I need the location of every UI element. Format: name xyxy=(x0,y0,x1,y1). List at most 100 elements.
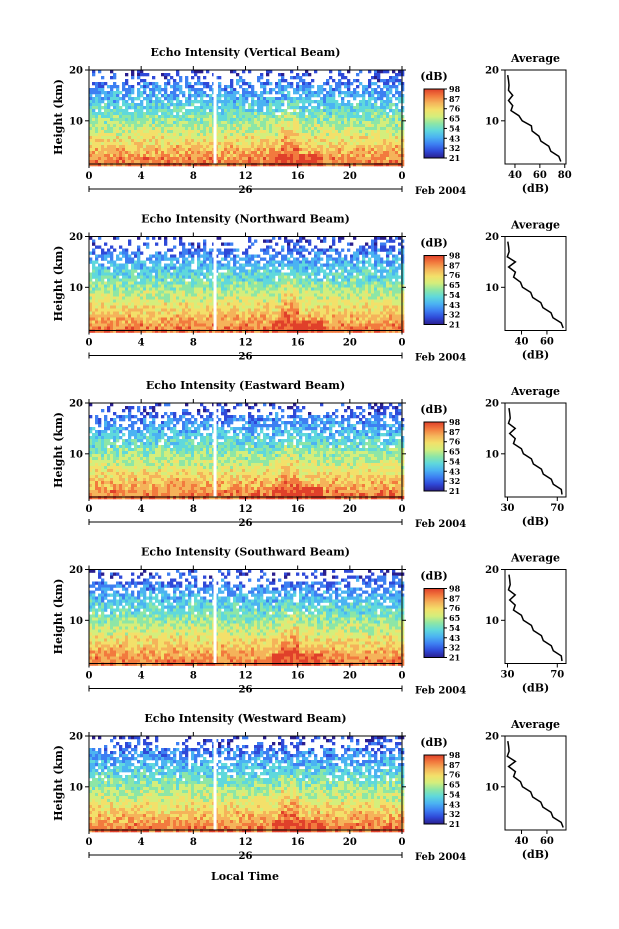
heatmap-cell xyxy=(128,290,132,294)
heatmap-cell xyxy=(185,290,189,294)
heatmap-cell xyxy=(200,266,204,270)
heatmap-cell xyxy=(302,299,306,303)
heatmap-cell xyxy=(362,157,366,161)
heatmap-cell xyxy=(269,311,273,315)
heatmap-cell xyxy=(215,124,219,128)
heatmap-cell xyxy=(218,236,222,240)
heatmap-cell xyxy=(188,290,192,294)
heatmap-cell xyxy=(206,145,210,149)
heatmap-cell xyxy=(173,281,177,285)
heatmap-cell xyxy=(209,302,213,306)
heatmap-cell xyxy=(101,124,105,128)
heatmap-cell xyxy=(233,281,237,285)
heatmap-cell xyxy=(296,278,300,282)
heatmap-cell xyxy=(359,296,363,300)
heatmap-cell xyxy=(257,127,261,131)
heatmap-cell xyxy=(200,296,204,300)
heatmap-cell xyxy=(374,254,378,258)
heatmap-cell xyxy=(299,124,303,128)
heatmap-cell xyxy=(263,299,267,303)
heatmap-cell xyxy=(347,151,351,155)
heatmap-cell xyxy=(257,260,261,264)
heatmap-cell xyxy=(263,160,267,164)
heatmap-cell xyxy=(242,266,246,270)
heatmap-cell xyxy=(131,145,135,149)
heatmap-cell xyxy=(401,278,405,282)
heatmap-cell xyxy=(236,272,240,276)
heatmap-cell xyxy=(275,308,279,312)
heatmap-cell xyxy=(386,79,390,83)
heatmap-cell xyxy=(248,290,252,294)
heatmap-cell xyxy=(110,145,114,149)
heatmap-cell xyxy=(401,287,405,291)
heatmap-cell xyxy=(245,157,249,161)
heatmap-cell xyxy=(323,136,327,140)
heatmap-cell xyxy=(110,275,114,279)
heatmap-cell xyxy=(248,115,252,119)
heatmap-cell xyxy=(194,142,198,146)
heatmap-cell xyxy=(338,142,342,146)
heatmap-cell xyxy=(152,163,156,167)
heatmap-cell xyxy=(122,139,126,143)
heatmap-cell xyxy=(296,160,300,164)
heatmap-cell xyxy=(110,299,114,303)
heatmap-cell xyxy=(305,124,309,128)
heatmap-cell xyxy=(338,305,342,309)
heatmap-cell xyxy=(143,263,147,267)
heatmap-cell xyxy=(347,133,351,137)
heatmap-cell xyxy=(98,133,102,137)
heatmap-cell xyxy=(359,127,363,131)
heatmap-cell xyxy=(281,151,285,155)
heatmap-cell xyxy=(176,151,180,155)
heatmap-cell xyxy=(293,275,297,279)
heatmap-cell xyxy=(311,157,315,161)
heatmap-cell xyxy=(134,163,138,167)
heatmap-cell xyxy=(284,85,288,89)
heatmap-cell xyxy=(239,296,243,300)
heatmap-cell xyxy=(149,100,153,104)
heatmap-cell xyxy=(164,124,168,128)
heatmap-cell xyxy=(155,139,159,143)
heatmap-cell xyxy=(272,311,276,315)
heatmap-cell xyxy=(125,112,129,116)
heatmap-cell xyxy=(134,284,138,288)
heatmap-cell xyxy=(257,163,261,167)
heatmap-cell xyxy=(119,284,123,288)
heatmap-cell xyxy=(305,97,309,101)
heatmap-cell xyxy=(365,112,369,116)
heatmap-cell xyxy=(176,106,180,110)
heatmap-cell xyxy=(326,139,330,143)
heatmap-cell xyxy=(395,293,399,297)
heatmap-cell xyxy=(245,311,249,315)
heatmap-cell xyxy=(125,94,129,98)
heatmap-cell xyxy=(356,287,360,291)
heatmap-cell xyxy=(197,136,201,140)
heatmap-cell xyxy=(377,236,381,240)
heatmap-cell xyxy=(296,284,300,288)
heatmap-cell xyxy=(374,308,378,312)
heatmap-cell xyxy=(89,100,93,104)
heatmap-cell xyxy=(386,85,390,89)
heatmap-cell xyxy=(275,293,279,297)
heatmap-cell xyxy=(365,88,369,92)
heatmap-cell xyxy=(131,70,135,74)
heatmap-cell xyxy=(167,287,171,291)
heatmap-cell xyxy=(230,299,234,303)
heatmap-cell xyxy=(113,139,117,143)
heatmap-cell xyxy=(122,115,126,119)
heatmap-cell xyxy=(266,151,270,155)
heatmap-cell xyxy=(146,278,150,282)
heatmap-cell xyxy=(347,79,351,83)
heatmap-cell xyxy=(176,136,180,140)
heatmap-cell xyxy=(128,293,132,297)
heatmap-cell xyxy=(104,269,108,273)
heatmap-cell xyxy=(185,296,189,300)
heatmap-cell xyxy=(218,305,222,309)
heatmap-cell xyxy=(209,139,213,143)
heatmap-cell xyxy=(362,245,366,249)
heatmap-cell xyxy=(194,70,198,74)
heatmap-cell xyxy=(233,254,237,258)
heatmap-cell xyxy=(98,278,102,282)
heatmap-cell xyxy=(152,136,156,140)
heatmap-cell xyxy=(215,287,219,291)
